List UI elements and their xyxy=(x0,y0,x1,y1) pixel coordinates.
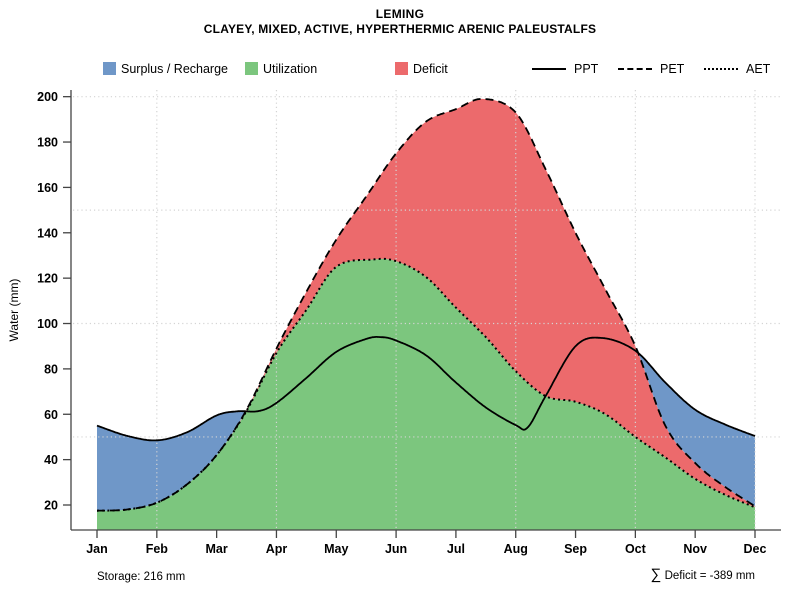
x-tick-label: Aug xyxy=(504,542,528,556)
legend-label-aet: AET xyxy=(746,62,771,76)
deficit-annotation: ∑ Deficit = -389 mm xyxy=(651,566,755,583)
deficit-sum-text: Deficit = -389 mm xyxy=(661,570,755,582)
legend-label-utilization: Utilization xyxy=(263,62,318,76)
x-tick-label: Oct xyxy=(625,542,647,556)
page-title: LEMING xyxy=(375,7,425,21)
surplus-area xyxy=(639,353,755,507)
pet-curve xyxy=(97,98,756,512)
utilization-swatch xyxy=(245,62,258,75)
aet-curve xyxy=(97,257,756,512)
x-tick-label: Dec xyxy=(744,542,767,556)
x-tick-label: Feb xyxy=(146,542,169,556)
x-tick-label: Jun xyxy=(385,542,407,556)
x-tick-label: May xyxy=(324,542,348,556)
y-tick-label: 80 xyxy=(44,362,58,376)
page-subtitle: CLAYEY, MIXED, ACTIVE, HYPERTHERMIC AREN… xyxy=(203,22,597,36)
area-fills xyxy=(97,98,755,530)
curves xyxy=(96,98,756,512)
ppt-curve xyxy=(96,336,756,442)
ppt-line-icon xyxy=(532,68,566,70)
y-tick-label: 200 xyxy=(37,90,58,104)
aet-line-icon xyxy=(704,68,738,70)
pet-line-icon xyxy=(618,68,652,70)
surplus-area xyxy=(97,411,245,511)
x-tick-label: Nov xyxy=(683,542,707,556)
y-tick-label: 180 xyxy=(37,136,58,150)
x-tick-label: Mar xyxy=(206,542,228,556)
storage-annotation: Storage: 216 mm xyxy=(97,571,186,583)
y-tick-label: 160 xyxy=(37,181,58,195)
y-tick-label: 40 xyxy=(44,453,58,467)
surplus-swatch xyxy=(103,62,116,75)
x-tick-label: Jul xyxy=(447,542,465,556)
utilization-area xyxy=(97,258,755,530)
x-tick-label: Sep xyxy=(564,542,587,556)
y-tick-label: 60 xyxy=(44,408,58,422)
gridlines xyxy=(73,90,781,530)
y-tick-label: 140 xyxy=(37,226,58,240)
legend-label-pet: PET xyxy=(660,62,685,76)
legend-label-deficit: Deficit xyxy=(413,62,448,76)
sigma-symbol: ∑ xyxy=(650,566,662,583)
axes xyxy=(63,90,781,538)
y-tick-label: 100 xyxy=(37,317,58,331)
deficit-swatch xyxy=(395,62,408,75)
deficit-area xyxy=(97,98,755,511)
x-tick-label: Apr xyxy=(266,542,288,556)
legend-label-surplus: Surplus / Recharge xyxy=(121,62,229,76)
y-tick-label: 20 xyxy=(44,499,58,513)
x-tick-label: Jan xyxy=(86,542,108,556)
y-tick-label: 120 xyxy=(37,272,58,286)
axis-labels: 20 40 60 80 100 120 140 160 180 200 Jan Feb Mar Apr Ma… xyxy=(37,90,766,556)
legend-label-ppt: PPT xyxy=(574,62,599,76)
